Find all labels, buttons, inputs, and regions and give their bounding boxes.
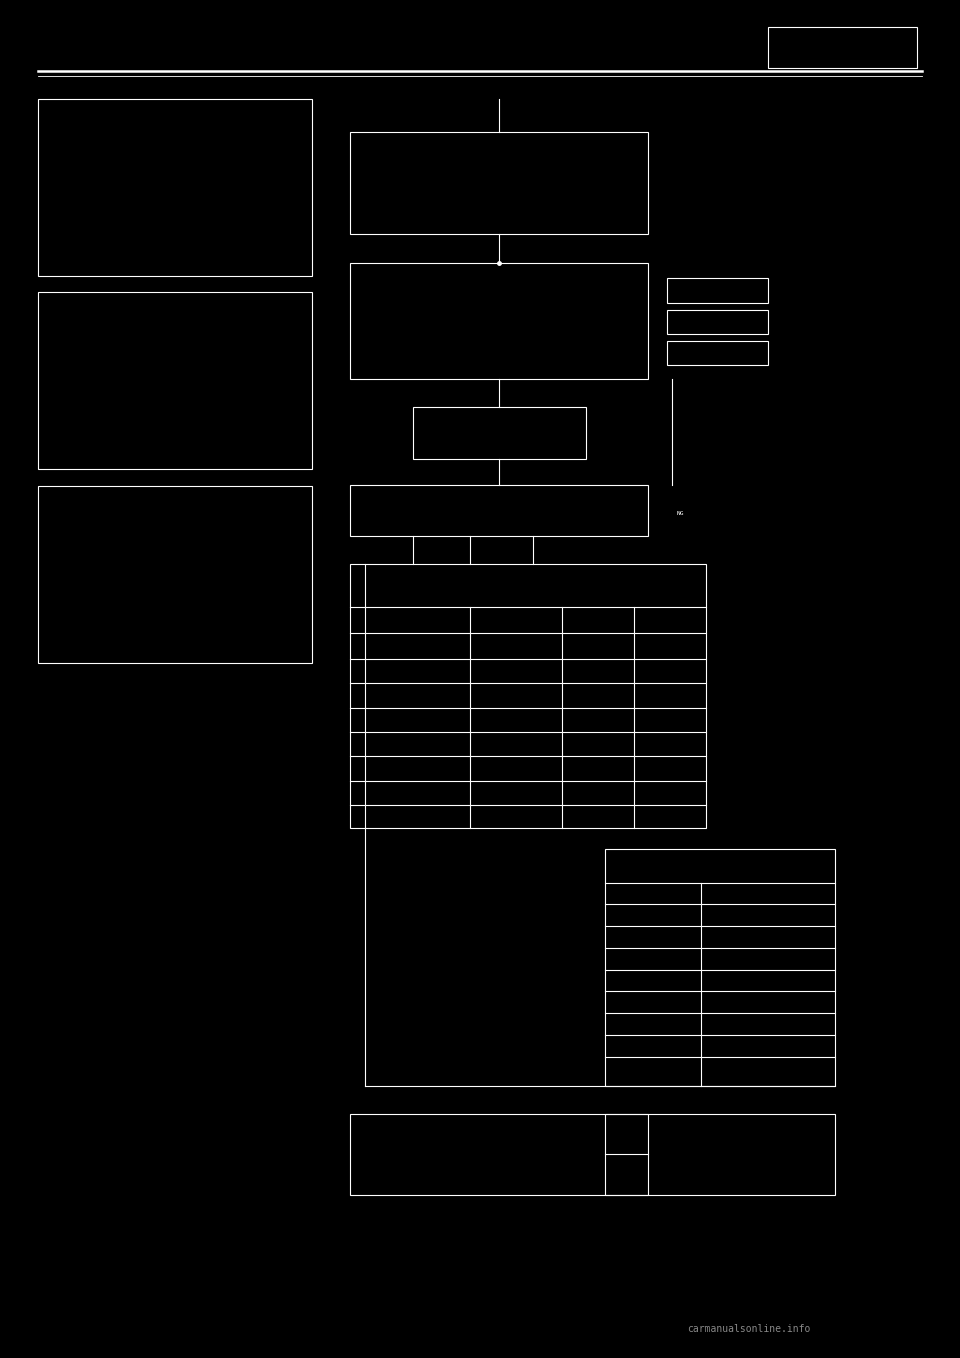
Bar — [667, 310, 768, 334]
Bar — [38, 486, 312, 663]
Text: carmanualsonline.info: carmanualsonline.info — [687, 1324, 810, 1334]
Bar — [38, 99, 312, 276]
Bar — [350, 132, 648, 234]
Bar — [605, 849, 835, 1086]
Bar — [38, 292, 312, 469]
Bar — [667, 278, 768, 303]
Bar — [350, 564, 706, 828]
Bar — [413, 407, 586, 459]
Bar — [350, 485, 648, 536]
Bar — [350, 263, 648, 379]
Bar — [605, 1114, 835, 1195]
Bar — [667, 341, 768, 365]
Text: NG: NG — [677, 511, 684, 516]
Bar — [350, 1114, 648, 1195]
Bar — [768, 27, 917, 68]
